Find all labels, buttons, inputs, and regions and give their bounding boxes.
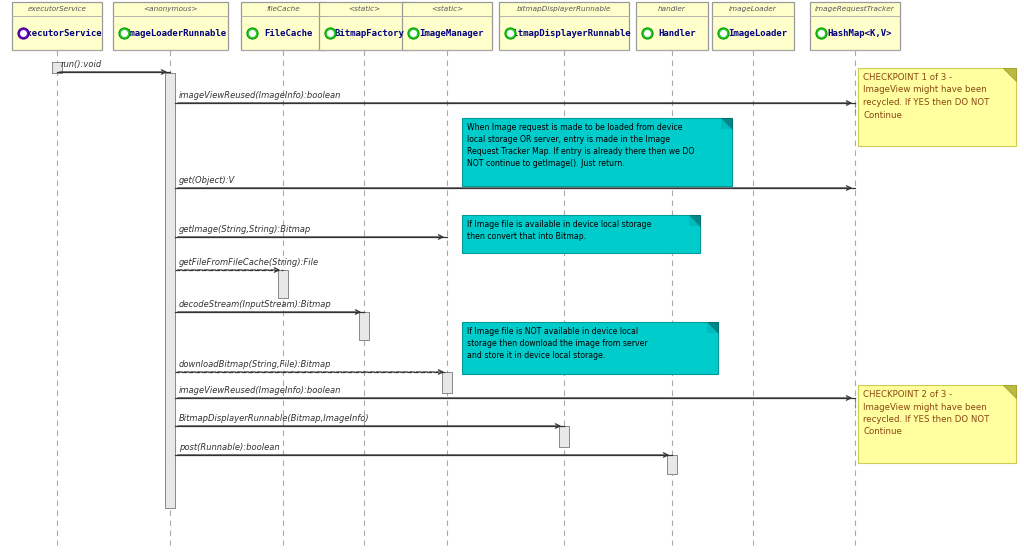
Polygon shape <box>689 215 700 226</box>
Bar <box>402 2 492 50</box>
Text: When Image request is made to be loaded from device
local storage OR server, ent: When Image request is made to be loaded … <box>467 123 694 168</box>
Bar <box>499 2 629 50</box>
Polygon shape <box>1002 68 1016 81</box>
Bar <box>712 2 794 50</box>
Text: FileCache: FileCache <box>264 28 312 37</box>
Bar <box>462 322 718 374</box>
Text: imageViewReused(ImageInfo):boolean: imageViewReused(ImageInfo):boolean <box>179 91 341 100</box>
Text: <static>: <static> <box>431 6 463 12</box>
Text: BitmapFactory: BitmapFactory <box>334 28 403 37</box>
Bar <box>559 426 569 447</box>
Text: CHECKPOINT 1 of 3 -
ImageView might have been
recycled. If YES then DO NOT
Conti: CHECKPOINT 1 of 3 - ImageView might have… <box>863 73 989 120</box>
Text: executorService: executorService <box>28 6 86 12</box>
Bar <box>278 270 288 298</box>
Text: handler: handler <box>658 6 686 12</box>
Text: getImage(String,String):Bitmap: getImage(String,String):Bitmap <box>179 225 311 234</box>
Bar <box>636 2 708 50</box>
Bar <box>810 2 900 50</box>
Bar <box>12 2 102 50</box>
Text: imageViewReused(ImageInfo):boolean: imageViewReused(ImageInfo):boolean <box>179 386 341 395</box>
Text: getFileFromFileCache(String):File: getFileFromFileCache(String):File <box>179 258 319 267</box>
Text: HashMap<K,V>: HashMap<K,V> <box>827 28 892 37</box>
Text: BitmapDisplayerRunnable(Bitmap,ImageInfo): BitmapDisplayerRunnable(Bitmap,ImageInfo… <box>179 414 370 423</box>
Bar <box>52 62 62 73</box>
Bar <box>165 73 175 508</box>
Bar <box>462 118 732 186</box>
Bar <box>113 2 227 50</box>
Polygon shape <box>689 215 700 226</box>
Bar <box>359 312 369 340</box>
Bar <box>667 455 677 474</box>
Bar <box>241 2 326 50</box>
Text: <static>: <static> <box>348 6 380 12</box>
Text: decodeStream(InputStream):Bitmap: decodeStream(InputStream):Bitmap <box>179 300 332 309</box>
Text: imageLoader: imageLoader <box>729 6 777 12</box>
Polygon shape <box>707 322 718 333</box>
Bar <box>442 372 452 393</box>
Text: downloadBitmap(String,File):Bitmap: downloadBitmap(String,File):Bitmap <box>179 360 332 369</box>
Bar <box>858 385 1016 463</box>
Text: fileCache: fileCache <box>266 6 300 12</box>
Text: Handler: Handler <box>658 28 696 37</box>
Polygon shape <box>1002 385 1016 398</box>
Polygon shape <box>721 118 732 129</box>
Text: ImageManager: ImageManager <box>420 28 484 37</box>
Bar <box>858 68 1016 146</box>
Polygon shape <box>707 322 718 333</box>
Text: bitmapDisplayerRunnable: bitmapDisplayerRunnable <box>517 6 611 12</box>
Text: <anonymous>: <anonymous> <box>142 6 198 12</box>
Text: ImageLoaderRunnable: ImageLoaderRunnable <box>124 28 226 37</box>
Bar <box>462 215 700 253</box>
Text: imageRequestTracker: imageRequestTracker <box>815 6 895 12</box>
Text: BitmapDisplayerRunnable: BitmapDisplayerRunnable <box>507 28 631 37</box>
Text: get(Object):V: get(Object):V <box>179 176 236 185</box>
Text: ImageLoader: ImageLoader <box>728 28 787 37</box>
Text: CHECKPOINT 2 of 3 -
ImageView might have been
recycled. If YES then DO NOT
Conti: CHECKPOINT 2 of 3 - ImageView might have… <box>863 390 989 436</box>
Text: ExecutorService: ExecutorService <box>22 28 102 37</box>
Text: If Image file is available in device local storage
then convert that into Bitmap: If Image file is available in device loc… <box>467 220 651 241</box>
Bar <box>319 2 409 50</box>
Text: run():void: run():void <box>61 60 102 69</box>
Polygon shape <box>721 118 732 129</box>
Text: If Image file is NOT available in device local
storage then download the image f: If Image file is NOT available in device… <box>467 327 647 360</box>
Text: post(Runnable):boolean: post(Runnable):boolean <box>179 443 280 452</box>
